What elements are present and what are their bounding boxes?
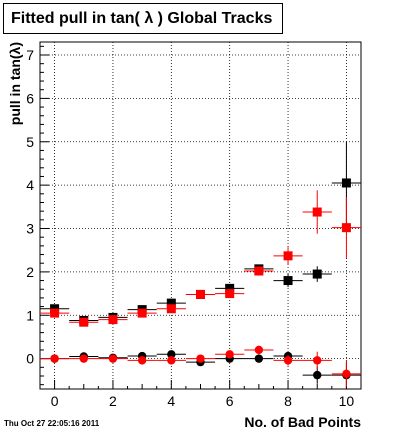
x-tick-label: 4 — [167, 393, 175, 409]
data-point — [108, 315, 118, 325]
x-tick-label: 0 — [51, 393, 59, 409]
data-point — [50, 308, 60, 318]
data-point — [254, 266, 264, 276]
data-point — [166, 298, 176, 308]
data-point — [313, 370, 322, 380]
series-3 — [40, 345, 361, 387]
data-point — [196, 289, 205, 299]
data-point — [313, 356, 322, 365]
y-tick-label: 5 — [26, 134, 34, 150]
data-point — [225, 289, 235, 299]
data-point — [79, 317, 89, 327]
series-1 — [40, 190, 361, 327]
x-tick-label: 2 — [109, 393, 117, 409]
data-point — [50, 354, 59, 363]
data-point — [166, 304, 176, 314]
y-axis-label: pull in tan(λ) — [7, 42, 23, 125]
data-point — [312, 207, 322, 217]
data-point — [341, 223, 351, 233]
data-point — [108, 354, 118, 363]
data-point — [225, 350, 234, 359]
plot-area — [40, 42, 361, 389]
data-point — [342, 369, 351, 379]
x-tick-label: 6 — [226, 393, 234, 409]
x-tick-label: 8 — [284, 393, 292, 409]
data-point — [283, 276, 293, 286]
data-point — [137, 356, 147, 365]
y-tick-label: 6 — [26, 90, 34, 106]
data-point — [254, 354, 264, 363]
timestamp: Thu Oct 27 22:05:16 2011 — [4, 419, 100, 428]
x-axis-label: No. of Bad Points — [244, 414, 361, 430]
data-point — [167, 356, 176, 365]
y-tick-label: 1 — [26, 307, 34, 323]
y-tick-label: 2 — [26, 264, 34, 280]
data-point — [79, 354, 88, 363]
y-tick-label: 3 — [26, 221, 34, 237]
data-point — [341, 178, 351, 188]
data-point — [196, 354, 205, 363]
y-tick-label: 4 — [26, 177, 34, 193]
data-point — [283, 251, 293, 261]
chart-title: Fitted pull in tan( λ ) Global Tracks — [3, 3, 283, 34]
data-point — [312, 269, 322, 279]
y-tick-label: 7 — [26, 47, 34, 63]
data-point — [254, 345, 264, 355]
data-point — [167, 350, 176, 359]
data-point — [283, 356, 293, 365]
data-point — [137, 308, 147, 318]
data-point — [225, 283, 235, 293]
y-tick-label: 0 — [26, 351, 34, 367]
x-tick-label: 10 — [339, 393, 355, 409]
